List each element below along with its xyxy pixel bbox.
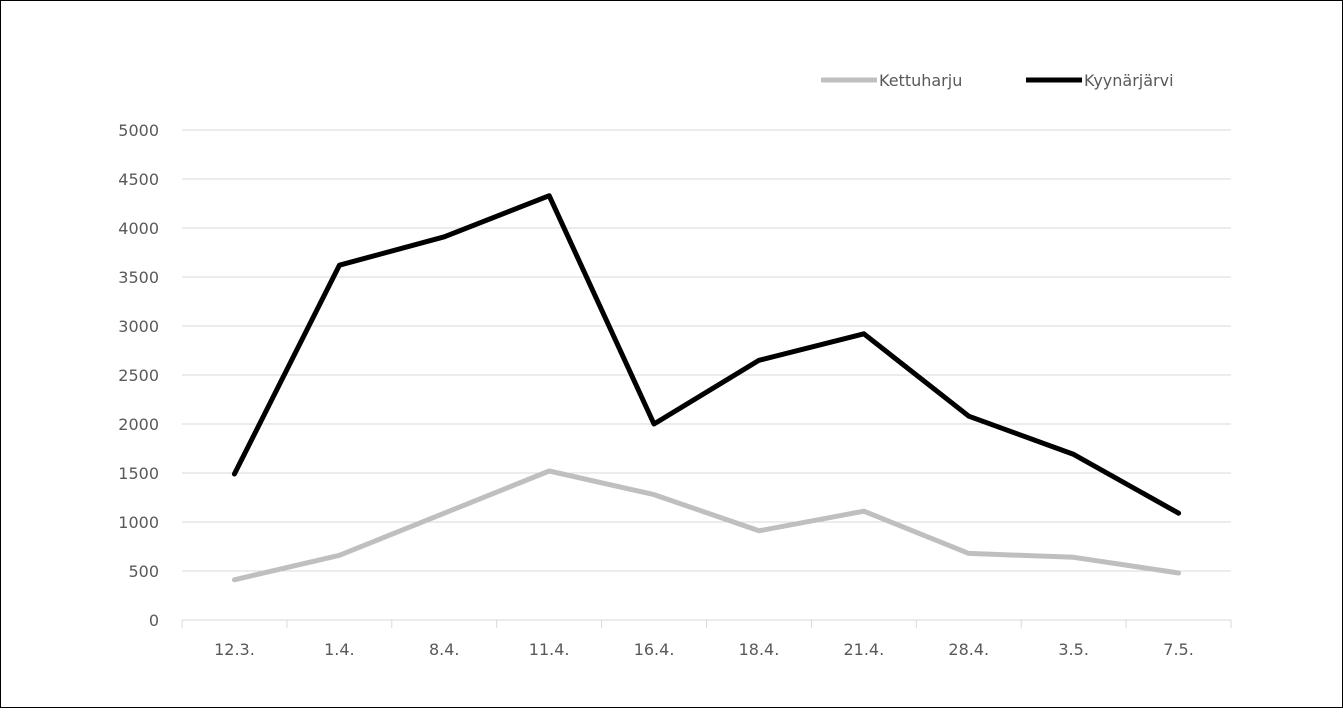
series-line-2: [231, 193, 1182, 516]
y-axis-tick-labels: 0 500 1000 1500 2000 2500 3000 3500 4000 4500 5000: [118, 121, 159, 630]
legend: Kettuharju Kyynärjärvi: [821, 71, 1174, 90]
x-axis-tick-labels: 12.3. 1.4. 8.4. 11.4. 16.4. 18.4. 21.4. 28.4. 3.…: [214, 640, 1194, 659]
grid-lines: [182, 129, 1231, 572]
y-tick-label: 3000: [118, 317, 159, 336]
x-tick-label: 8.4.: [429, 640, 460, 659]
x-tick-label: 1.4.: [324, 640, 355, 659]
x-axis: [181, 619, 1232, 628]
y-tick-label: 5000: [118, 121, 159, 140]
x-tick-label: 28.4.: [948, 640, 989, 659]
y-tick-label: 3500: [118, 268, 159, 287]
x-tick-label: 21.4.: [843, 640, 884, 659]
x-tick-label: 7.5.: [1163, 640, 1194, 659]
x-tick-label: 16.4.: [634, 640, 675, 659]
legend-label-1: Kettuharju: [879, 71, 962, 90]
x-tick-label: 12.3.: [214, 640, 255, 659]
legend-label-2: Kyynärjärvi: [1084, 71, 1174, 90]
x-tick-label: 3.5.: [1058, 640, 1089, 659]
y-tick-label: 1500: [118, 464, 159, 483]
y-tick-label: 4000: [118, 219, 159, 238]
y-tick-label: 2500: [118, 366, 159, 385]
y-tick-label: 1000: [118, 513, 159, 532]
y-tick-label: 4500: [118, 170, 159, 189]
y-tick-label: 2000: [118, 415, 159, 434]
x-tick-label: 18.4.: [739, 640, 780, 659]
x-tick-label: 11.4.: [529, 640, 570, 659]
series-lines: [231, 193, 1182, 583]
series-line-1: [231, 468, 1182, 583]
y-tick-label: 0: [149, 611, 159, 630]
y-tick-label: 500: [128, 562, 159, 581]
